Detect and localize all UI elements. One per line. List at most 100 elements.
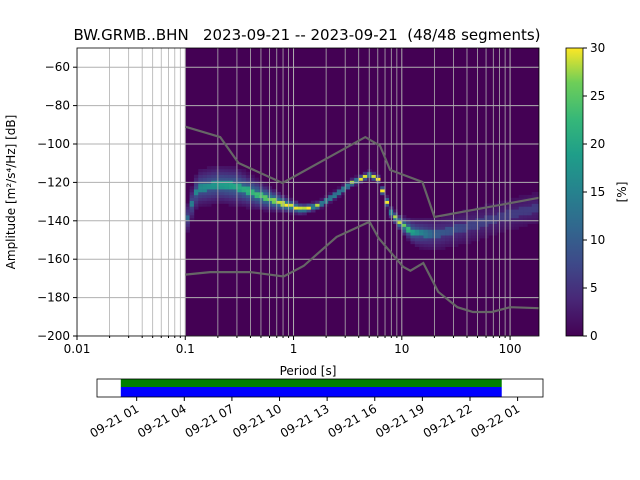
heatmap-cell <box>449 220 455 224</box>
heatmap-cell <box>440 235 446 239</box>
heatmap-cell <box>440 238 446 242</box>
heatmap-cell <box>193 186 199 190</box>
heatmap-cell <box>445 243 450 248</box>
heatmap-cell <box>536 215 539 219</box>
heatmap-cell <box>531 192 537 196</box>
heatmap-cell <box>250 192 255 196</box>
heatmap-cell <box>427 246 433 250</box>
heatmap-cell <box>293 200 299 204</box>
heatmap-cell <box>297 206 303 210</box>
heatmap-cell <box>527 194 533 199</box>
heatmap-cell <box>241 192 247 196</box>
heatmap-cell <box>336 194 342 199</box>
heatmap-cell <box>185 226 190 230</box>
heatmap-cell <box>492 206 498 210</box>
heatmap-cell <box>206 174 212 178</box>
heatmap-cell <box>206 200 212 204</box>
heatmap-cell <box>263 203 268 207</box>
heatmap-cell <box>531 209 537 213</box>
heatmap-cell <box>427 235 433 239</box>
heatmap-cell <box>219 186 225 190</box>
heatmap-cell <box>211 166 216 170</box>
heatmap-cell <box>315 206 320 210</box>
heatmap-cell <box>492 232 498 236</box>
heatmap-cell <box>518 203 524 207</box>
heatmap-cell <box>488 220 494 224</box>
heatmap-cell <box>219 166 225 170</box>
heatmap-cell <box>241 203 247 207</box>
heatmap-cell <box>189 206 195 210</box>
heatmap-cell <box>410 238 416 242</box>
chart-title: BW.GRMB..BHN 2023-09-21 -- 2023-09-21 (4… <box>73 26 540 44</box>
heatmap-cell <box>228 192 234 196</box>
heatmap-cell <box>263 189 268 193</box>
heatmap-cell <box>445 215 450 219</box>
heatmap-cell <box>202 186 208 190</box>
heatmap-cell <box>410 217 416 222</box>
timeline-tick-label: 09-21 13 <box>278 401 332 440</box>
heatmap-cell <box>531 206 537 210</box>
heatmap-cell <box>293 209 299 213</box>
heatmap-cell <box>293 212 299 216</box>
heatmap-cell <box>219 183 225 187</box>
heatmap-cell <box>250 197 255 201</box>
noise-model-high-line <box>184 125 539 219</box>
heatmap-cell <box>414 240 420 245</box>
heatmap-cell <box>250 177 255 181</box>
heatmap-cell <box>202 171 208 176</box>
heatmap-cell <box>241 197 247 201</box>
heatmap-cell <box>237 197 242 201</box>
heatmap-cell <box>445 223 450 227</box>
heatmap-cell <box>492 220 498 224</box>
heatmap-cell <box>211 194 216 199</box>
heatmap-cell <box>189 197 195 201</box>
heatmap-cell <box>341 186 346 190</box>
heatmap-cell <box>189 217 195 222</box>
heatmap-cell <box>354 174 359 178</box>
heatmap-cell <box>505 223 511 227</box>
heatmap-cell <box>228 174 234 178</box>
heatmap-cell <box>397 215 403 219</box>
heatmap-cell <box>445 217 450 222</box>
heatmap-cell <box>271 203 277 207</box>
heatmap-cell <box>254 194 260 199</box>
heatmap-cell <box>423 217 429 222</box>
heatmap-cell <box>527 203 533 207</box>
heatmap-cell <box>501 229 507 233</box>
heatmap-cell <box>380 189 385 193</box>
heatmap-cell <box>349 183 355 187</box>
heatmap-cell <box>449 240 455 245</box>
heatmap-cell <box>358 177 364 181</box>
heatmap-cell <box>206 194 212 199</box>
heatmap-cell <box>427 220 433 224</box>
heatmap-cell <box>232 168 238 173</box>
heatmap-cell <box>185 209 190 213</box>
heatmap-cell <box>510 209 515 213</box>
heatmap-cell <box>319 206 325 210</box>
heatmap-cell <box>206 171 212 176</box>
heatmap-cell <box>393 209 398 213</box>
heatmap-cell <box>510 212 515 216</box>
heatmap-cell <box>319 197 325 201</box>
heatmap-cell <box>237 194 242 199</box>
heatmap-cell <box>423 232 429 236</box>
x-tick-label: 0.1 <box>176 342 195 356</box>
heatmap-cell <box>332 194 338 199</box>
heatmap-cell <box>440 217 446 222</box>
heatmap-cell <box>328 194 333 199</box>
heatmap-cell <box>510 223 515 227</box>
heatmap-cell <box>523 212 528 216</box>
heatmap-cell <box>276 197 281 201</box>
heatmap-cell <box>492 215 498 219</box>
heatmap-cell <box>393 215 398 219</box>
heatmap-cell <box>423 243 429 248</box>
heatmap-cell <box>419 243 424 248</box>
heatmap-cell <box>276 192 281 196</box>
heatmap-cell <box>453 232 459 236</box>
heatmap-cell <box>232 186 238 190</box>
heatmap-cell <box>466 215 472 219</box>
heatmap-cell <box>245 194 251 199</box>
heatmap-cell <box>185 212 190 216</box>
heatmap-cell <box>232 183 238 187</box>
